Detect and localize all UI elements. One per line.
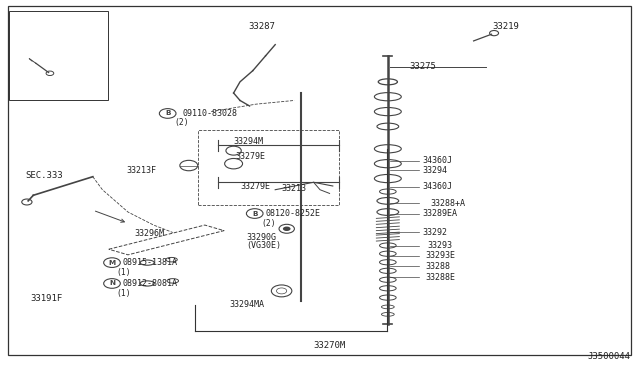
Text: 34360J: 34360J [422, 156, 452, 165]
Text: 33191F: 33191F [31, 294, 63, 303]
Text: 33293: 33293 [428, 241, 452, 250]
Text: 33294MA: 33294MA [229, 300, 264, 309]
Text: (1): (1) [116, 289, 131, 298]
Text: 33293E: 33293E [425, 251, 455, 260]
Text: 33275: 33275 [410, 62, 436, 71]
Text: 33270M: 33270M [314, 341, 346, 350]
Text: 33213: 33213 [282, 185, 307, 193]
Text: 33294: 33294 [422, 166, 447, 174]
Text: 33219: 33219 [493, 22, 520, 31]
Text: 09110-83028: 09110-83028 [182, 109, 237, 118]
Text: 33290G: 33290G [246, 233, 276, 242]
Text: B: B [252, 211, 257, 217]
Text: 33213F: 33213F [127, 166, 157, 174]
Bar [9, 11, 108, 100]
Text: 08912-8081A: 08912-8081A [123, 279, 178, 288]
Text: (1): (1) [116, 268, 131, 277]
Text: 33296M: 33296M [134, 229, 164, 238]
Text: 08915-1381A: 08915-1381A [123, 258, 178, 267]
Text: 33288E: 33288E [425, 273, 455, 282]
Text: 33288: 33288 [425, 262, 450, 271]
Text: 33288+A: 33288+A [430, 199, 465, 208]
Text: M: M [108, 260, 116, 266]
Text: (2): (2) [174, 118, 189, 127]
Text: 33294M: 33294M [234, 137, 264, 146]
Text: 33287: 33287 [248, 22, 275, 31]
Text: 33292: 33292 [422, 228, 447, 237]
Circle shape [283, 227, 291, 231]
Text: 34360J: 34360J [422, 182, 452, 191]
Text: J3500044: J3500044 [588, 352, 630, 361]
Text: (VG30E): (VG30E) [246, 241, 282, 250]
Text: SEC.333: SEC.333 [26, 171, 63, 180]
Text: 33279E: 33279E [241, 182, 271, 191]
Text: B: B [165, 110, 170, 116]
Text: (2): (2) [261, 219, 276, 228]
Bar [198, 130, 339, 205]
Text: N: N [109, 280, 115, 286]
Text: 33289EA: 33289EA [422, 209, 458, 218]
Text: 33279E: 33279E [236, 153, 266, 161]
Text: 08120-8252E: 08120-8252E [266, 209, 321, 218]
